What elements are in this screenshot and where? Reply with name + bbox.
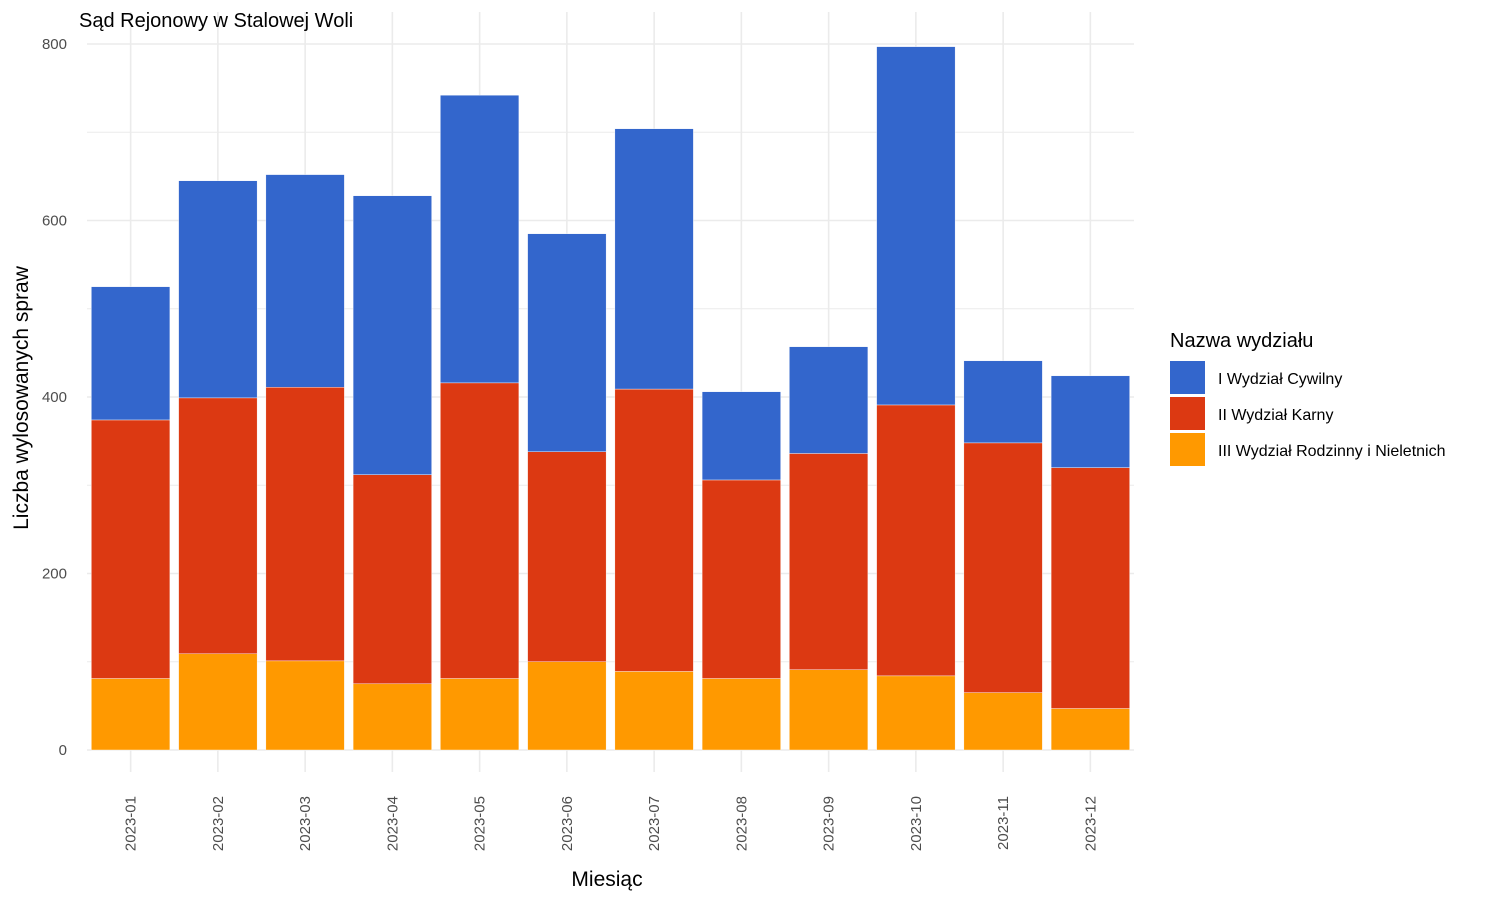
bar-segment	[265, 174, 345, 388]
x-axis-title: Miesiąc	[571, 868, 642, 891]
legend-swatch	[1170, 397, 1205, 430]
y-tick-label: 200	[42, 566, 67, 583]
y-tick-label: 600	[42, 213, 67, 230]
bar-segment	[265, 660, 345, 751]
bar-segment	[527, 233, 607, 452]
legend-label: I Wydział Cywilny	[1218, 371, 1342, 388]
bar-segment	[789, 669, 869, 751]
bar-segment	[701, 391, 781, 481]
bar-segment	[527, 661, 607, 751]
bar-segment	[440, 678, 520, 751]
bar-segment	[91, 419, 171, 679]
y-tick-label: 400	[42, 389, 67, 406]
bar-segment	[876, 675, 956, 751]
bar-segment	[614, 128, 694, 390]
bar-segment	[440, 94, 520, 384]
legend-label: II Wydział Karny	[1218, 407, 1333, 424]
x-tick-label: 2023-01	[123, 796, 140, 851]
legend-label: III Wydział Rodzinny i Nieletnich	[1218, 443, 1446, 460]
bar-segment	[789, 453, 869, 670]
bar-segment	[527, 451, 607, 662]
bar-segment	[963, 360, 1043, 444]
bar-segment	[352, 195, 432, 475]
bar-segment	[1050, 467, 1130, 709]
bars	[91, 46, 1130, 751]
legend-swatch	[1170, 433, 1205, 466]
y-axis-ticks: 0 200 400 600 800	[42, 36, 67, 759]
bar-segment	[876, 46, 956, 406]
x-tick-label: 2023-11	[995, 796, 1012, 850]
x-tick-label: 2023-02	[210, 796, 227, 851]
bar-segment	[91, 286, 171, 421]
chart-title: Sąd Rejonowy w Stalowej Woli	[79, 10, 353, 32]
x-tick-label: 2023-07	[646, 796, 663, 851]
x-tick-label: 2023-05	[472, 796, 489, 851]
bar-segment	[178, 180, 258, 399]
y-tick-label: 800	[42, 36, 67, 53]
x-tick-label: 2023-08	[733, 796, 750, 851]
bar-segment	[701, 479, 781, 679]
legend-title: Nazwa wydziału	[1170, 330, 1313, 352]
bar-segment	[876, 404, 956, 677]
bar-segment	[265, 387, 345, 662]
bar-segment	[701, 678, 781, 751]
bar-segment	[178, 653, 258, 751]
bar-segment	[614, 388, 694, 672]
y-tick-label: 0	[59, 742, 67, 759]
x-tick-label: 2023-09	[821, 796, 838, 851]
x-tick-label: 2023-03	[297, 796, 314, 851]
bar-segment	[178, 397, 258, 655]
bar-segment	[1050, 708, 1130, 751]
bar-segment	[963, 442, 1043, 693]
y-axis-title: Liczba wylosowanych spraw	[10, 265, 33, 530]
legend: Nazwa wydziału I Wydział Cywilny II Wydzi…	[1170, 330, 1446, 466]
x-tick-label: 2023-10	[908, 796, 925, 851]
x-tick-label: 2023-12	[1082, 796, 1099, 851]
bar-segment	[614, 671, 694, 751]
bar-segment	[789, 346, 869, 454]
bar-segment	[352, 683, 432, 751]
bar-segment	[352, 474, 432, 685]
bar-segment	[440, 382, 520, 679]
bar-segment	[1050, 375, 1130, 468]
bar-segment	[91, 678, 171, 751]
x-tick-label: 2023-04	[384, 796, 401, 851]
legend-items: I Wydział Cywilny II Wydział Karny III Wyd…	[1170, 361, 1446, 466]
bar-segment	[963, 692, 1043, 751]
legend-swatch	[1170, 361, 1205, 394]
x-tick-label: 2023-06	[559, 796, 576, 851]
x-axis-ticks: 2023-01 2023-02 2023-03 2023-04 2023-05 2023-…	[123, 796, 1100, 851]
